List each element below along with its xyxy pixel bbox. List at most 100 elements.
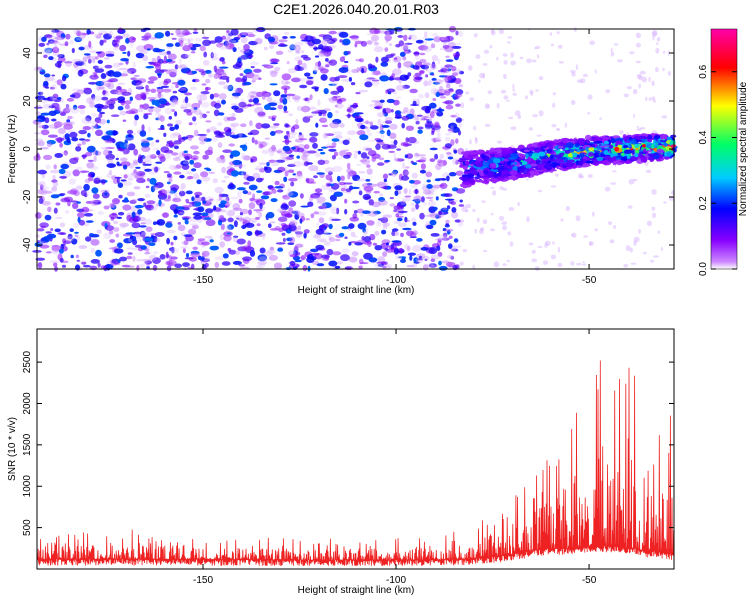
spectrogram-cell [393,139,398,146]
spectrogram-cell [290,181,295,187]
spectrogram-cell [531,152,540,159]
spectrogram-cell [421,116,430,119]
spectrogram-cell [373,46,384,53]
spectrogram-cell [346,162,351,170]
spectrogram-cell [126,173,136,180]
spectrogram-cell [207,146,213,153]
spectrogram-cell [352,200,360,204]
spectrogram-cell [268,159,277,163]
spectrogram-cell [297,212,305,218]
spectrogram-cell [446,80,456,84]
spectrogram-cell [166,259,177,267]
spectrogram-cell [100,146,110,150]
spectrogram-cell [289,131,297,136]
spectrogram-cell [300,255,307,261]
spectrogram-cell [148,76,158,81]
spectrogram-cell [502,187,507,191]
spectrogram-cell [102,39,107,43]
spectrogram-cell [46,233,57,239]
spectrogram-cell [629,247,633,253]
spectrogram-cell [487,159,494,164]
spectrogram-cell [322,132,328,139]
spectrogram-cell [134,204,144,209]
spectrogram-cell [438,210,442,216]
spectrogram-cell [463,171,470,175]
spectrogram-cell [67,115,74,120]
spectrogram-cell [651,31,657,37]
spectrogram-cell [86,145,96,153]
spectrogram-cell [221,99,226,105]
spectrogram-cell [435,196,439,201]
spectrogram-cell [291,95,301,100]
spectrogram-cell [331,142,337,147]
spectrogram-cell [145,65,155,69]
spectrogram-cell [502,225,507,231]
spectrogram-cell [487,90,492,95]
spectrogram-cell [458,122,463,128]
spectrogram-cell [387,31,391,35]
spectrogram-cell [239,211,244,216]
spectrogram-cell [81,117,91,125]
spectrogram-cell [252,97,260,104]
spectrogram-cell [171,37,177,40]
spectrogram-cell [594,228,598,232]
colorbar-tick-label: 0.2 [698,196,709,210]
spectrogram-cell [172,100,179,106]
spectrogram-cell [241,36,248,44]
spectrogram-cell [380,186,388,189]
spectrogram-cell [95,51,102,54]
spectrogram-cell [98,113,103,118]
spectrogram-cell [377,218,386,221]
spectrogram-cell [121,91,132,96]
spectrogram-cell [185,171,193,175]
spectrogram-cell [95,249,102,257]
spectrogram-cell [142,55,149,62]
spectrogram-cell [113,36,119,44]
spectrogram-cell [482,63,488,66]
spectrogram-cell [420,163,426,170]
spectrogram-cell [136,258,143,262]
spectrogram-cell [329,194,337,202]
spectrogram-cell [455,170,464,176]
spectrogram-cell [275,159,286,163]
spectrogram-cell [625,245,631,252]
spectrogram-cell [272,115,277,119]
spectrogram-cell [256,264,262,269]
spectrogram-cell [49,40,59,44]
spectrogram-cell [190,223,199,226]
spectrogram-cell [385,37,391,40]
spectrogram-cell [212,93,220,98]
spectrogram-cell [38,197,44,204]
spectrogram-cell [150,88,157,94]
spectrogram-cell [435,136,442,141]
spectrogram-cell [127,134,133,138]
spectrogram-cell [322,113,327,117]
spectrogram-cell [401,115,410,121]
spectrogram-cell [630,156,638,161]
spectrogram-cell [451,65,457,72]
spectrogram-cell [648,76,651,82]
spectrogram-cell [144,252,151,255]
spectrogram-cell [366,164,371,168]
spectrogram-cell [615,143,619,147]
spectrogram-cell [66,137,71,144]
spectrogram-cell [579,152,585,158]
spectrogram-cell [432,32,439,37]
spectrogram-cell [267,36,276,43]
spectrogram-cell [296,105,303,112]
spectrogram-cell [610,182,617,185]
spectrogram-cell [157,190,163,194]
spectrogram-cell [325,133,335,137]
spectrogram-cell [89,101,95,108]
spectrogram-cell [191,225,197,233]
spectrogram-cell [119,110,127,116]
spectrogram-cell [454,42,462,45]
spectrogram-cell [628,179,635,185]
spectrogram-cell [268,254,278,261]
spectrogram-cell [225,202,232,206]
spectrogram-cell [282,97,288,105]
spectrogram-cell [35,119,45,122]
spectrogram-cell [528,242,534,246]
spectrogram-cell [152,257,161,264]
spectrogram-cell [315,188,323,193]
